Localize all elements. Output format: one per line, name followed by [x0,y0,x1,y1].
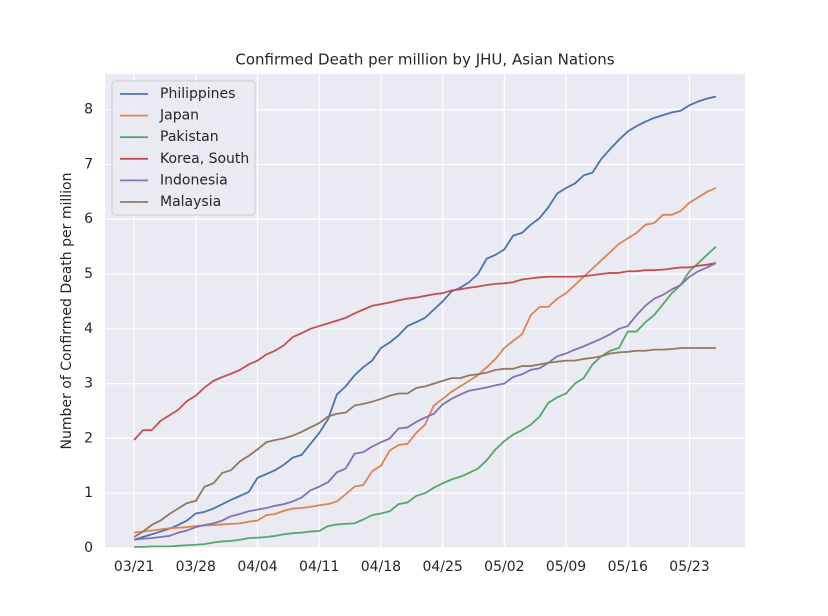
x-tick-label: 05/02 [484,559,524,575]
chart-title: Confirmed Death per million by JHU, Asia… [235,51,614,69]
x-tick-label: 04/25 [422,559,462,575]
x-tick-label: 04/04 [237,559,277,575]
y-tick-label: 7 [84,156,93,172]
legend: Philippines Japan Pakistan Korea, South Indo… [111,80,256,216]
series-line [133,262,717,541]
y-axis-label: Number of Confirmed Death per million [59,173,75,450]
y-tick-label: 4 [84,321,93,337]
series-line [133,187,717,534]
series-line [133,347,716,538]
y-tick-label: 3 [84,376,93,392]
x-tick-label: 03/21 [114,559,154,575]
y-tick-label: 0 [84,540,93,556]
legend-label: Malaysia [160,194,221,210]
x-tick-label: 03/28 [176,559,216,575]
x-tick-label: 05/23 [669,559,709,575]
x-tick-label: 05/09 [546,559,586,575]
x-tick-label: 04/11 [299,559,339,575]
x-tick-label: 04/18 [361,559,401,575]
legend-box [111,80,256,216]
legend-label: Korea, South [160,151,249,167]
y-tick-label: 8 [84,102,93,118]
legend-label: Philippines [160,86,235,102]
x-tick-label: 05/16 [608,559,648,575]
y-tick-label: 5 [84,266,93,282]
series-line [134,245,717,548]
y-tick-label: 6 [84,211,93,227]
legend-label: Pakistan [160,129,219,145]
series-line [133,95,717,541]
series-line [133,262,717,441]
y-tick-label: 1 [84,485,93,501]
legend-label: Japan [159,108,199,124]
y-tick-label: 2 [84,430,93,446]
legend-label: Indonesia [160,172,228,188]
